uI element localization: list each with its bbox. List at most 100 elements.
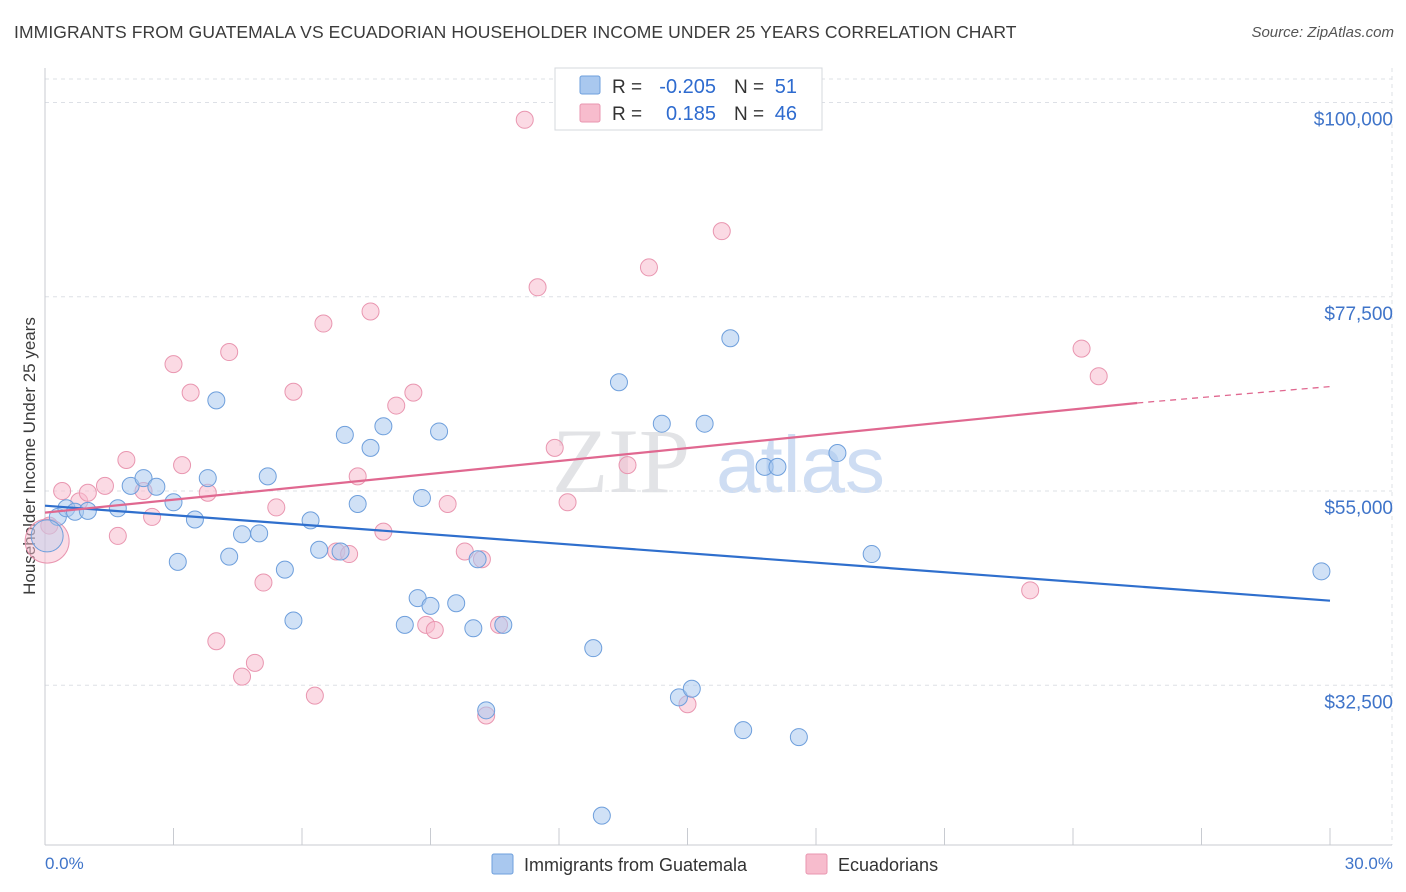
point-ecuadorians	[387, 396, 406, 415]
point-ecuadorians	[314, 314, 333, 333]
point-guatemala	[335, 425, 354, 444]
y-tick-label: $32,500	[1324, 692, 1393, 713]
point-guatemala	[584, 639, 603, 658]
point-ecuadorians	[108, 526, 127, 545]
point-ecuadorians	[284, 382, 303, 401]
point-guatemala	[592, 806, 611, 825]
point-ecuadorians	[404, 383, 423, 402]
point-guatemala	[220, 547, 239, 566]
point-ecuadorians	[173, 456, 192, 475]
point-ecuadorians	[1021, 581, 1040, 600]
point-guatemala	[164, 493, 183, 512]
point-ecuadorians	[639, 258, 658, 277]
legend-n-value-1: 51	[775, 76, 797, 98]
point-guatemala	[468, 550, 487, 569]
correlation-legend: R = -0.205 N = 51 R = 0.185 N = 46	[554, 67, 823, 131]
legend-swatch-ecuadorians	[579, 103, 601, 123]
point-guatemala	[207, 391, 226, 410]
point-guatemala	[395, 615, 414, 634]
y-tick-labels: $32,500 $55,000 $77,500 $100,000	[1314, 110, 1393, 714]
series-ecuadorians	[24, 110, 1108, 725]
point-ecuadorians	[545, 438, 564, 457]
point-guatemala	[258, 467, 277, 486]
point-guatemala	[695, 414, 714, 433]
x-tick-label-min: 0.0%	[45, 854, 84, 873]
point-ecuadorians	[207, 632, 226, 651]
point-guatemala	[168, 552, 187, 571]
series-legend: Immigrants from Guatemala Ecuadorians	[491, 853, 938, 875]
trend-extension-ecuadorians	[1137, 385, 1331, 404]
point-guatemala	[652, 414, 671, 433]
point-guatemala	[862, 545, 881, 564]
point-guatemala	[682, 679, 701, 698]
legend-swatch-guatemala	[579, 75, 601, 95]
point-guatemala	[477, 701, 496, 720]
y-tick-label: $100,000	[1314, 110, 1393, 131]
point-ecuadorians	[181, 383, 200, 402]
point-guatemala	[185, 510, 204, 529]
point-ecuadorians	[78, 483, 97, 502]
point-guatemala	[374, 417, 393, 436]
point-guatemala	[78, 501, 97, 520]
point-guatemala	[421, 596, 440, 615]
legend-r-value-1: -0.205	[659, 76, 716, 98]
point-guatemala	[310, 540, 329, 559]
point-ecuadorians	[1072, 339, 1091, 358]
point-guatemala	[108, 499, 127, 518]
trend-line-guatemala	[44, 504, 1331, 602]
point-ecuadorians	[618, 456, 637, 475]
point-guatemala	[348, 494, 367, 513]
y-tick-label: $77,500	[1324, 304, 1393, 325]
point-ecuadorians	[515, 110, 534, 129]
point-guatemala	[284, 611, 303, 630]
legend-r-value-2: 0.185	[666, 103, 716, 125]
point-guatemala	[789, 728, 808, 747]
point-ecuadorians	[254, 573, 273, 592]
bottom-legend-swatch-guatemala	[491, 853, 514, 875]
legend-n-value-2: 46	[775, 103, 797, 125]
point-guatemala	[275, 560, 294, 579]
point-guatemala	[734, 721, 753, 740]
point-guatemala	[447, 594, 466, 613]
point-ecuadorians	[712, 222, 731, 241]
watermark-atlas: atlas	[716, 420, 885, 509]
point-ecuadorians	[305, 686, 324, 705]
x-tick-label-max: 30.0%	[1345, 854, 1393, 873]
point-guatemala	[609, 373, 628, 392]
y-tick-label: $55,000	[1324, 498, 1393, 519]
point-ecuadorians	[361, 302, 380, 321]
series-guatemala	[30, 329, 1331, 825]
trend-line-ecuadorians	[44, 401, 1138, 514]
axes	[44, 68, 1392, 846]
bubble-ecuadorians	[24, 518, 70, 564]
point-ecuadorians	[143, 507, 162, 526]
point-guatemala	[331, 542, 350, 561]
point-guatemala	[361, 438, 380, 457]
point-ecuadorians	[1089, 367, 1108, 386]
point-guatemala	[147, 477, 166, 496]
point-guatemala	[768, 457, 787, 476]
point-guatemala	[1312, 562, 1331, 581]
point-guatemala	[430, 422, 449, 441]
point-ecuadorians	[528, 278, 547, 297]
legend-r-label-1: R =	[612, 77, 642, 98]
bubble-guatemala	[30, 519, 64, 553]
point-ecuadorians	[558, 493, 577, 512]
point-ecuadorians	[95, 476, 114, 495]
point-ecuadorians	[267, 498, 286, 517]
point-guatemala	[250, 524, 269, 543]
source-credit: Source: ZipAtlas.com	[1251, 24, 1394, 41]
point-ecuadorians	[233, 667, 252, 686]
point-guatemala	[134, 469, 153, 488]
point-guatemala	[494, 615, 513, 634]
point-ecuadorians	[164, 355, 183, 374]
point-ecuadorians	[425, 621, 444, 640]
legend-n-label-2: N =	[734, 104, 764, 125]
point-ecuadorians	[117, 450, 136, 469]
point-ecuadorians	[245, 653, 264, 672]
bottom-legend-label-ecuadorians: Ecuadorians	[838, 855, 938, 875]
legend-r-label-2: R =	[612, 104, 642, 125]
point-guatemala	[464, 619, 483, 638]
chart-title: IMMIGRANTS FROM GUATEMALA VS ECUADORIAN …	[14, 22, 1017, 42]
